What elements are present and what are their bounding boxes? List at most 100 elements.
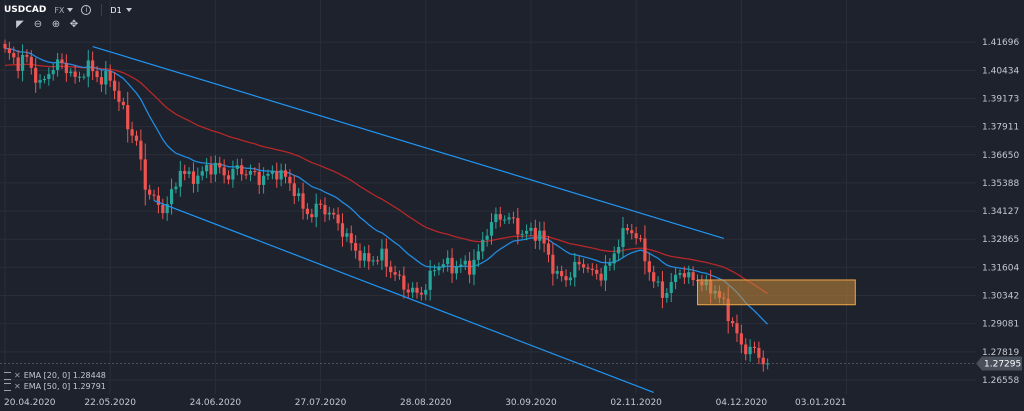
- grid: [0, 0, 976, 394]
- price-axis[interactable]: 1.41696 1.40434 1.39173 1.37911 1.36650 1.353…: [0, 38, 1022, 386]
- indicator-settings-icon[interactable]: [4, 382, 11, 391]
- symbol-dropdown-icon[interactable]: [67, 8, 74, 12]
- candle-body: [744, 344, 748, 355]
- candle-body: [424, 289, 428, 295]
- remove-indicator-icon[interactable]: ✕: [14, 382, 21, 391]
- ema-50-line: [4, 63, 768, 295]
- candle-body: [143, 159, 147, 190]
- timeframe-dropdown-icon[interactable]: [125, 8, 132, 12]
- remove-indicator-icon[interactable]: ✕: [14, 371, 21, 380]
- candle-body: [42, 78, 47, 81]
- candle-body: [47, 74, 51, 79]
- candle-body: [485, 235, 489, 240]
- candle-body: [108, 70, 112, 81]
- candle-body: [178, 170, 182, 187]
- magnet-icon[interactable]: ◤: [16, 19, 24, 30]
- candle-body: [213, 162, 217, 175]
- candle-body: [205, 164, 209, 172]
- candle-body: [165, 204, 169, 214]
- candle-body: [292, 183, 296, 196]
- candle-body: [38, 80, 42, 83]
- candle-body: [332, 212, 336, 215]
- candle-body: [643, 238, 647, 262]
- date-tick-label: 04.12.2020: [716, 398, 768, 408]
- candle-body: [266, 173, 270, 176]
- candle-body: [669, 282, 673, 293]
- candle-body: [314, 203, 318, 218]
- candle-body: [336, 214, 340, 224]
- candle-body: [16, 57, 20, 71]
- candle-body: [463, 260, 467, 265]
- zone-rect: [697, 279, 856, 306]
- candle-body: [64, 62, 68, 74]
- zoom-in-icon[interactable]: ⊕: [51, 19, 61, 30]
- candle-body: [621, 228, 625, 247]
- candle-body: [200, 171, 204, 176]
- candle-body: [253, 171, 257, 173]
- candle-body: [432, 270, 437, 272]
- candle-body: [489, 222, 494, 236]
- candle-body: [174, 186, 178, 190]
- candle-body: [371, 260, 375, 262]
- candle-body: [231, 168, 235, 180]
- price-tick-label: 1.32865: [982, 235, 1019, 245]
- candle-body: [139, 140, 143, 160]
- candle-body: [476, 251, 480, 260]
- price-channel[interactable]: [92, 45, 724, 393]
- candle-body: [191, 171, 196, 184]
- candle-body: [612, 253, 616, 264]
- candle-body: [652, 272, 656, 282]
- candle-body: [560, 271, 564, 277]
- channel-lower-line: [153, 199, 654, 393]
- candle-body: [156, 195, 161, 205]
- candle-body: [507, 217, 511, 220]
- candle-body: [367, 253, 371, 262]
- candle-body: [34, 67, 38, 83]
- candle-body: [240, 165, 244, 175]
- candle-body: [384, 248, 388, 267]
- candle-body: [349, 233, 353, 244]
- info-icon[interactable]: i: [81, 5, 92, 15]
- support-zone[interactable]: [697, 279, 856, 306]
- candle-body: [279, 170, 283, 180]
- symbol-name[interactable]: USDCAD: [4, 5, 47, 15]
- candle-body: [415, 287, 419, 293]
- candle-body: [261, 175, 266, 185]
- price-tick-label: 1.29081: [982, 320, 1019, 330]
- candle-body: [126, 105, 130, 130]
- candle-body: [397, 274, 402, 276]
- candle-body: [275, 170, 279, 180]
- candle-body: [3, 43, 7, 49]
- indicator-settings-icon[interactable]: [4, 371, 11, 380]
- candle-body: [117, 90, 121, 102]
- candle-body: [389, 266, 393, 273]
- legend-ema-20[interactable]: ✕ EMA [20, 0] 1.28448: [4, 371, 106, 380]
- candle-body: [682, 273, 686, 278]
- candle-body: [520, 233, 524, 235]
- candle-body: [726, 298, 730, 322]
- candle-body: [362, 253, 367, 261]
- candle-body: [581, 264, 586, 268]
- candle-body: [235, 165, 239, 169]
- candle-body: [595, 269, 599, 274]
- candle-body: [503, 219, 507, 221]
- candle-body: [121, 101, 125, 106]
- date-tick-label: 27.07.2020: [295, 398, 347, 408]
- zoom-out-icon[interactable]: ⊖: [33, 19, 43, 30]
- candle-body: [12, 53, 16, 58]
- candle-body: [402, 275, 406, 290]
- price-tick-label: 1.36650: [982, 151, 1019, 161]
- candle-body: [533, 227, 537, 241]
- legend-ema-50[interactable]: ✕ EMA [50, 0] 1.29791: [4, 382, 106, 391]
- move-icon[interactable]: ✥: [69, 19, 79, 30]
- price-tick-label: 1.39173: [982, 94, 1019, 104]
- candle-body: [323, 204, 327, 215]
- candle-body: [345, 233, 349, 237]
- candle-body: [577, 261, 581, 265]
- time-axis[interactable]: 20.04.2020 22.05.2020 24.06.2020 27.07.2020…: [4, 398, 847, 408]
- price-tick-label: 1.35388: [982, 179, 1019, 189]
- timeframe-selector[interactable]: D1: [110, 5, 122, 15]
- candle-body: [152, 194, 156, 196]
- candle-body: [630, 230, 634, 234]
